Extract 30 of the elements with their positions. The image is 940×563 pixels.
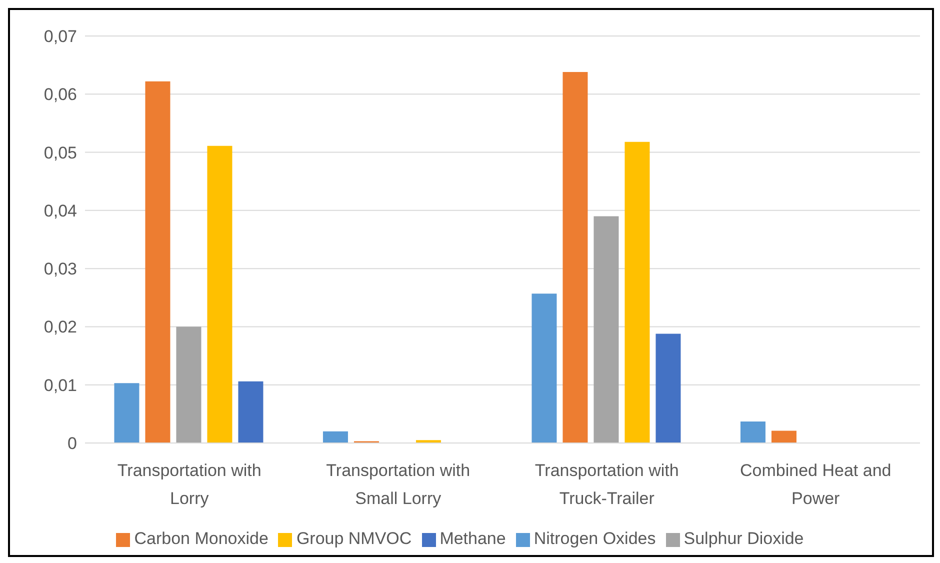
bar <box>114 383 140 443</box>
bar <box>594 216 619 443</box>
y-tick-label: 0,02 <box>44 318 77 337</box>
bar <box>207 146 232 443</box>
y-tick-label: 0,04 <box>44 201 77 220</box>
y-tick-label: 0,06 <box>44 85 77 104</box>
y-tick-label: 0,03 <box>44 260 77 279</box>
bar <box>238 381 264 443</box>
legend-label: Nitrogen Oxides <box>534 529 656 548</box>
legend-label: Group NMVOC <box>296 529 412 548</box>
bar <box>145 81 170 443</box>
x-tick-label: Transportation with Lorry <box>117 461 262 508</box>
legend-label: Methane <box>440 529 506 548</box>
x-tick-label: Transportation with Truck-Trailer <box>534 461 679 508</box>
legend-label: Carbon Monoxide <box>134 529 268 548</box>
y-tick-label: 0,01 <box>44 376 77 395</box>
bar <box>562 72 588 443</box>
x-tick-label: Combined Heat and Power <box>740 461 892 508</box>
bar <box>656 334 681 443</box>
bar <box>532 294 557 443</box>
x-tick-label: Transportation with Small Lorry <box>326 461 470 508</box>
bar <box>624 142 650 443</box>
y-tick-label: 0,07 <box>44 27 77 46</box>
bar <box>176 326 202 443</box>
legend-label: Sulphur Dioxide <box>684 529 804 548</box>
y-tick-label: 0 <box>68 434 77 454</box>
bar <box>771 430 796 443</box>
y-tick-label: 0,05 <box>44 143 77 162</box>
bar <box>322 431 348 443</box>
bar <box>740 421 766 443</box>
